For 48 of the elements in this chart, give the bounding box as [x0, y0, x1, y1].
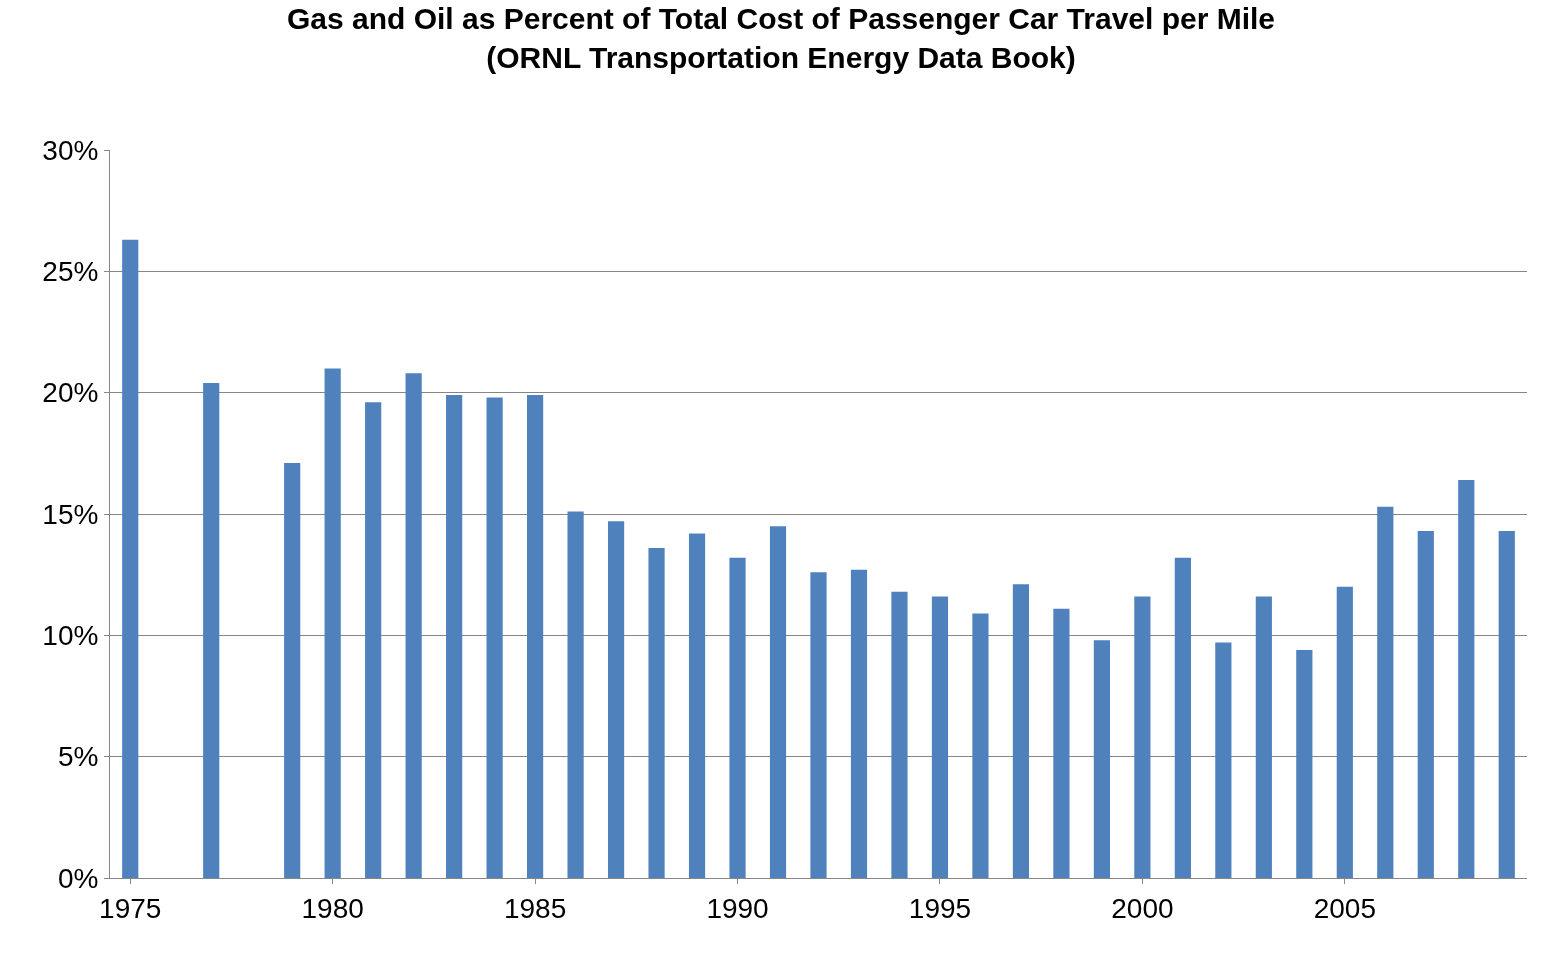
bar — [324, 368, 341, 878]
bar — [688, 533, 706, 878]
bar — [446, 395, 463, 878]
y-tick-label: 5% — [57, 741, 99, 773]
y-tick-label: 20% — [42, 377, 99, 409]
bar — [607, 521, 625, 878]
bar — [1174, 557, 1191, 878]
bar — [122, 239, 139, 878]
bar — [1053, 608, 1070, 878]
bar — [284, 463, 301, 878]
y-tick-label: 30% — [42, 134, 99, 166]
bar — [1093, 640, 1110, 878]
bar — [972, 613, 989, 878]
bar — [1012, 584, 1030, 878]
y-tick-label: 25% — [42, 256, 99, 288]
x-tick-label: 1975 — [99, 892, 162, 924]
bar — [365, 402, 382, 878]
x-tick-label: 2005 — [1313, 892, 1376, 924]
bar — [810, 572, 827, 878]
bar — [931, 596, 949, 878]
bar — [1255, 596, 1272, 878]
bar — [891, 591, 908, 878]
bar — [1134, 596, 1151, 878]
bar — [729, 557, 746, 878]
bar — [405, 373, 422, 878]
bar — [850, 569, 868, 878]
y-tick-label: 10% — [42, 620, 99, 652]
bar — [1417, 530, 1434, 878]
bar — [1336, 586, 1353, 878]
x-tick-label: 1990 — [706, 892, 769, 924]
bar — [567, 511, 584, 878]
chart-title: Gas and Oil as Percent of Total Cost of Passenger Car Travel per Mile (ORNL Transportation Energy Data Book) — [286, 2, 1276, 75]
bar — [203, 382, 220, 878]
bar — [1215, 642, 1232, 878]
bar — [1498, 530, 1515, 878]
bar — [486, 397, 503, 878]
bar — [648, 547, 665, 878]
x-tick-label: 1995 — [908, 892, 972, 924]
y-tick-label: 15% — [42, 498, 99, 530]
y-tick-label: 0% — [57, 862, 99, 894]
bar — [1458, 480, 1475, 878]
bar — [769, 526, 787, 878]
x-tick-label: 1980 — [301, 892, 364, 924]
bar — [1377, 506, 1394, 878]
x-tick-label: 1985 — [503, 892, 567, 924]
bar — [1296, 649, 1313, 878]
x-tick-label: 2000 — [1111, 892, 1174, 924]
bar — [527, 395, 544, 878]
